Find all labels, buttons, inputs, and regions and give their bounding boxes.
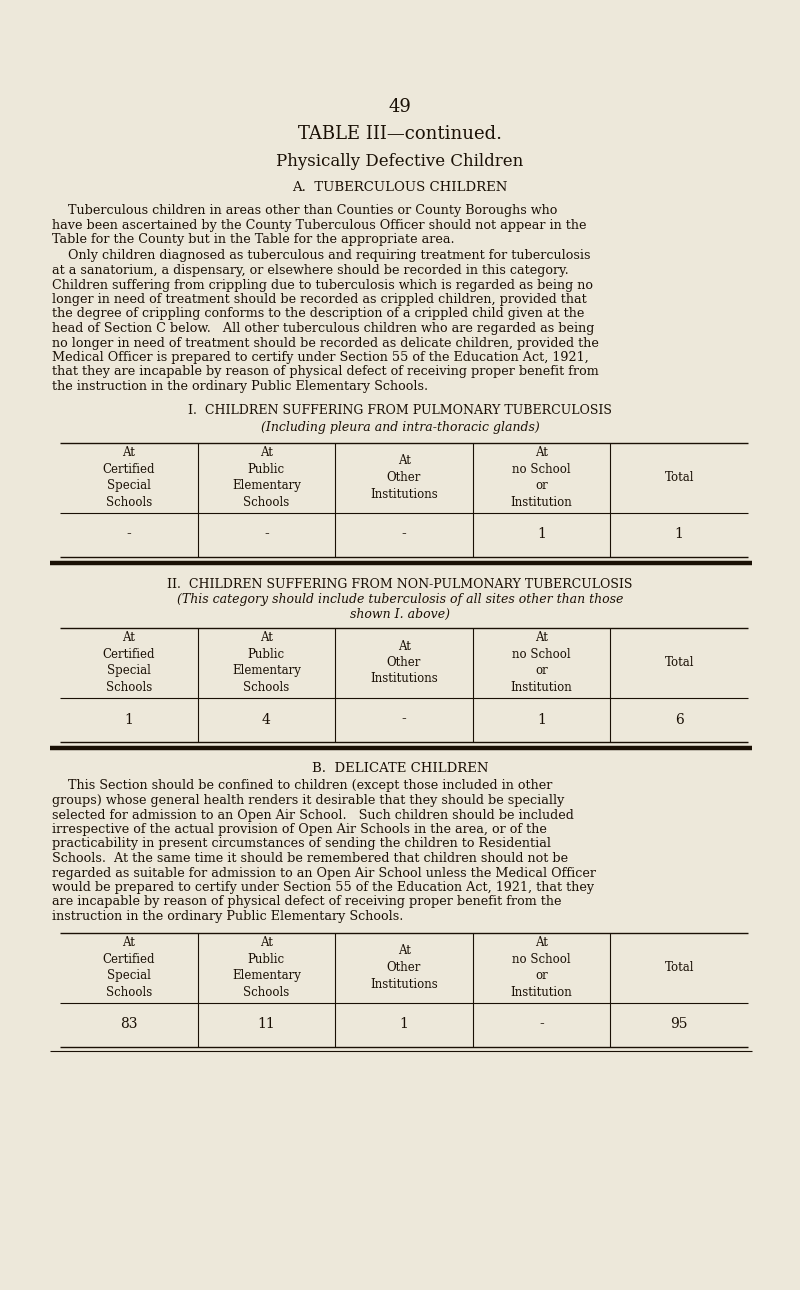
- Text: II.  CHILDREN SUFFERING FROM NON-PULMONARY TUBERCULOSIS: II. CHILDREN SUFFERING FROM NON-PULMONAR…: [167, 578, 633, 591]
- Text: no longer in need of treatment should be recorded as delicate children, provided: no longer in need of treatment should be…: [52, 337, 599, 350]
- Text: head of Section C below.   All other tuberculous children who are regarded as be: head of Section C below. All other tuber…: [52, 322, 594, 335]
- Text: practicability in present circumstances of sending the children to Residential: practicability in present circumstances …: [52, 837, 551, 850]
- Text: that they are incapable by reason of physical defect of receiving proper benefit: that they are incapable by reason of phy…: [52, 365, 598, 378]
- Text: have been ascertained by the County Tuberculous Officer should not appear in the: have been ascertained by the County Tube…: [52, 218, 586, 231]
- Text: 1: 1: [399, 1018, 409, 1032]
- Text: 49: 49: [389, 98, 411, 116]
- Text: Total: Total: [665, 657, 694, 670]
- Text: -: -: [539, 1018, 544, 1032]
- Text: 1: 1: [537, 712, 546, 726]
- Text: A.  TUBERCULOUS CHILDREN: A. TUBERCULOUS CHILDREN: [292, 181, 508, 194]
- Text: At
Certified
Special
Schools: At Certified Special Schools: [102, 631, 155, 694]
- Text: shown I. above): shown I. above): [350, 608, 450, 620]
- Text: At
no School
or
Institution: At no School or Institution: [510, 937, 573, 998]
- Text: (Including pleura and intra-thoracic glands): (Including pleura and intra-thoracic gla…: [261, 421, 539, 433]
- Text: -: -: [126, 528, 131, 542]
- Text: -: -: [402, 712, 406, 726]
- Text: At
Public
Elementary
Schools: At Public Elementary Schools: [232, 446, 301, 508]
- Text: At
Public
Elementary
Schools: At Public Elementary Schools: [232, 631, 301, 694]
- Text: are incapable by reason of physical defect of receiving proper benefit from the: are incapable by reason of physical defe…: [52, 895, 562, 908]
- Text: 95: 95: [670, 1018, 688, 1032]
- Text: At
Other
Institutions: At Other Institutions: [370, 640, 438, 685]
- Text: 4: 4: [262, 712, 271, 726]
- Text: groups) whose general health renders it desirable that they should be specially: groups) whose general health renders it …: [52, 795, 564, 808]
- Text: 1: 1: [674, 528, 684, 542]
- Text: (This category should include tuberculosis of all sites other than those: (This category should include tuberculos…: [177, 593, 623, 606]
- Text: would be prepared to certify under Section 55 of the Education Act, 1921, that t: would be prepared to certify under Secti…: [52, 881, 594, 894]
- Text: regarded as suitable for admission to an Open Air School unless the Medical Offi: regarded as suitable for admission to an…: [52, 867, 596, 880]
- Text: 83: 83: [120, 1018, 138, 1032]
- Text: B.  DELICATE CHILDREN: B. DELICATE CHILDREN: [312, 761, 488, 774]
- Text: Medical Officer is prepared to certify under Section 55 of the Education Act, 19: Medical Officer is prepared to certify u…: [52, 351, 589, 364]
- Text: longer in need of treatment should be recorded as crippled children, provided th: longer in need of treatment should be re…: [52, 293, 586, 306]
- Text: -: -: [402, 528, 406, 542]
- Text: Children suffering from crippling due to tuberculosis which is regarded as being: Children suffering from crippling due to…: [52, 279, 593, 292]
- Text: Tuberculous children in areas other than Counties or County Boroughs who: Tuberculous children in areas other than…: [52, 204, 558, 217]
- Text: 11: 11: [258, 1018, 275, 1032]
- Text: 1: 1: [537, 528, 546, 542]
- Text: irrespective of the actual provision of Open Air Schools in the area, or of the: irrespective of the actual provision of …: [52, 823, 547, 836]
- Text: TABLE III—continued.: TABLE III—continued.: [298, 125, 502, 143]
- Text: Physically Defective Children: Physically Defective Children: [276, 154, 524, 170]
- Text: This Section should be confined to children (except those included in other: This Section should be confined to child…: [52, 779, 552, 792]
- Text: Only children diagnosed as tuberculous and requiring treatment for tuberculosis: Only children diagnosed as tuberculous a…: [52, 249, 590, 262]
- Text: At
Other
Institutions: At Other Institutions: [370, 944, 438, 991]
- Text: At
Public
Elementary
Schools: At Public Elementary Schools: [232, 937, 301, 998]
- Text: the instruction in the ordinary Public Elementary Schools.: the instruction in the ordinary Public E…: [52, 381, 428, 393]
- Text: 1: 1: [124, 712, 134, 726]
- Text: at a sanatorium, a dispensary, or elsewhere should be recorded in this category.: at a sanatorium, a dispensary, or elsewh…: [52, 264, 569, 277]
- Text: Schools.  At the same time it should be remembered that children should not be: Schools. At the same time it should be r…: [52, 851, 568, 866]
- Text: Table for the County but in the Table for the appropriate area.: Table for the County but in the Table fo…: [52, 233, 454, 246]
- Text: At
no School
or
Institution: At no School or Institution: [510, 631, 573, 694]
- Text: At
Other
Institutions: At Other Institutions: [370, 454, 438, 501]
- Text: selected for admission to an Open Air School.   Such children should be included: selected for admission to an Open Air Sc…: [52, 809, 574, 822]
- Text: Total: Total: [665, 961, 694, 974]
- Text: 6: 6: [675, 712, 683, 726]
- Text: At
Certified
Special
Schools: At Certified Special Schools: [102, 937, 155, 998]
- Text: the degree of crippling conforms to the description of a crippled child given at: the degree of crippling conforms to the …: [52, 307, 584, 320]
- Text: At
Certified
Special
Schools: At Certified Special Schools: [102, 446, 155, 508]
- Text: -: -: [264, 528, 269, 542]
- Text: At
no School
or
Institution: At no School or Institution: [510, 446, 573, 508]
- Text: instruction in the ordinary Public Elementary Schools.: instruction in the ordinary Public Eleme…: [52, 909, 403, 924]
- Text: I.  CHILDREN SUFFERING FROM PULMONARY TUBERCULOSIS: I. CHILDREN SUFFERING FROM PULMONARY TUB…: [188, 405, 612, 418]
- Text: Total: Total: [665, 471, 694, 484]
